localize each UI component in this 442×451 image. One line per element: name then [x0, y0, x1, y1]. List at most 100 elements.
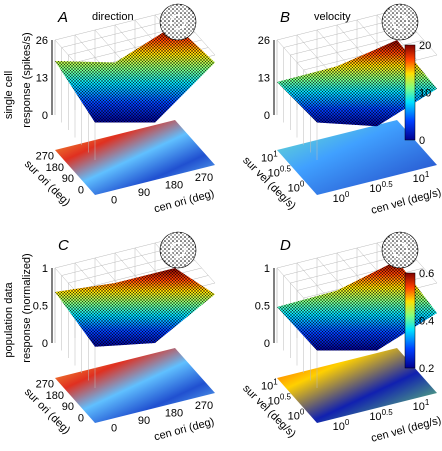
panel-title: velocity [314, 11, 351, 23]
y-tick-label: 100.5 [268, 165, 292, 180]
y-tick-label-base: 10 [261, 381, 273, 393]
x-tick-label: 180 [165, 407, 183, 419]
panel-letter: D [280, 237, 291, 254]
x-tick-label-exp: 1 [425, 398, 430, 407]
colorbar-label: 0 [419, 135, 425, 147]
y-tick-label-exp: 0 [300, 180, 305, 189]
y-tick-label: 180 [46, 390, 64, 402]
x-tick-label: 0 [111, 194, 117, 206]
wireframe [276, 237, 398, 269]
y-tick-label-base: 10 [261, 153, 273, 165]
x-tick-label-exp: 0 [345, 190, 350, 199]
y-tick-label: 0 [78, 412, 84, 424]
x-tick-label: 0 [111, 422, 117, 434]
wireframe [54, 9, 176, 41]
y-tick-label: 0 [78, 184, 84, 196]
y-tick-label-exp: 1 [273, 378, 278, 387]
y-tick-label: 90 [62, 173, 74, 185]
z-tick-label: 13 [258, 73, 270, 85]
z-tick-label: 0 [264, 338, 270, 350]
y-tick-label: 100 [288, 408, 305, 423]
x-tick-label-exp: 0 [345, 418, 350, 427]
z-tick-label: 0 [264, 110, 270, 122]
y-tick-label-base: 10 [288, 183, 300, 195]
z-tick-label: 13 [36, 73, 48, 85]
y-tick-label-base: 10 [288, 411, 300, 423]
colorbar-label: 20 [419, 40, 431, 52]
surface-mesh [277, 40, 437, 127]
y-tick-label: 270 [36, 379, 54, 391]
x-label: cen ori (deg) [153, 188, 216, 216]
y-tick-label: 100 [288, 180, 305, 195]
x-tick-label: 270 [195, 400, 213, 412]
panel-letter: A [57, 9, 68, 26]
x-tick-label-base: 10 [333, 193, 345, 205]
wireframe [54, 237, 176, 269]
z-tick-label: 0 [42, 338, 48, 350]
colorbar [404, 272, 416, 369]
y-tick-label: 100.5 [268, 393, 292, 408]
x-tick-label-exp: 0.5 [382, 180, 394, 189]
z-label: response (normalized) [21, 253, 33, 362]
stimulus-center [392, 242, 408, 258]
z-tick-label: 0 [42, 110, 48, 122]
surface-mesh [55, 25, 215, 123]
y-tick-label: 90 [62, 401, 74, 413]
x-label: cen ori (deg) [153, 416, 216, 444]
y-tick-label-exp: 0 [300, 408, 305, 417]
z-label: response (spikes/s) [21, 32, 33, 127]
x-tick-label-exp: 0.5 [382, 408, 394, 417]
y-tick-label: 270 [36, 151, 54, 163]
panel-title: direction [92, 11, 134, 23]
y-tick-label: 180 [46, 162, 64, 174]
y-tick-label-exp: 0.5 [280, 393, 292, 402]
colorbar-label: 0.6 [419, 268, 434, 280]
colorbar-label: 0.2 [419, 363, 434, 375]
stimulus-center [170, 14, 186, 30]
row-label: population data [3, 282, 15, 358]
x-tick-label-base: 10 [413, 173, 425, 185]
colorbar [404, 44, 416, 141]
x-tick-label-base: 10 [369, 411, 381, 423]
x-tick-label: 100 [333, 418, 350, 433]
z-tick-label: 1 [42, 263, 48, 275]
colorbar-label: 10 [419, 88, 431, 100]
x-tick-label: 90 [138, 415, 150, 427]
surface-mesh [55, 268, 215, 347]
x-tick-label: 100 [333, 190, 350, 205]
x-tick-label-base: 10 [333, 421, 345, 433]
wireframe [276, 9, 398, 41]
x-tick-label-base: 10 [369, 183, 381, 195]
z-tick-label: 1 [264, 263, 270, 275]
x-tick-label-exp: 1 [425, 170, 430, 179]
y-tick-label: 101 [261, 150, 278, 165]
z-tick-label: 26 [36, 35, 48, 47]
x-tick-label: 100.5 [369, 408, 393, 423]
y-tick-label: 101 [261, 378, 278, 393]
floor-map [277, 348, 437, 423]
y-tick-label-exp: 0.5 [280, 165, 292, 174]
panel-letter: C [58, 237, 69, 254]
row-label: single cell [3, 71, 15, 119]
colorbar-label: 0.4 [419, 316, 434, 328]
y-tick-label-exp: 1 [273, 150, 278, 159]
floor-map [55, 120, 215, 195]
x-tick-label: 270 [195, 172, 213, 184]
panel-letter: B [280, 9, 290, 26]
stimulus-center [392, 14, 408, 30]
x-tick-label: 100.5 [369, 180, 393, 195]
y-tick-label-base: 10 [268, 168, 280, 180]
z-tick-label: 0.5 [255, 301, 270, 313]
x-tick-label-base: 10 [413, 401, 425, 413]
x-tick-label: 101 [413, 398, 430, 413]
y-tick-label-base: 10 [268, 396, 280, 408]
floor-map [55, 348, 215, 423]
x-tick-label: 101 [413, 170, 430, 185]
x-tick-label: 90 [138, 187, 150, 199]
x-tick-label: 180 [165, 179, 183, 191]
floor-map [277, 120, 437, 195]
stimulus-center [170, 242, 186, 258]
z-tick-label: 0.5 [33, 301, 48, 313]
surface-mesh [277, 260, 437, 351]
